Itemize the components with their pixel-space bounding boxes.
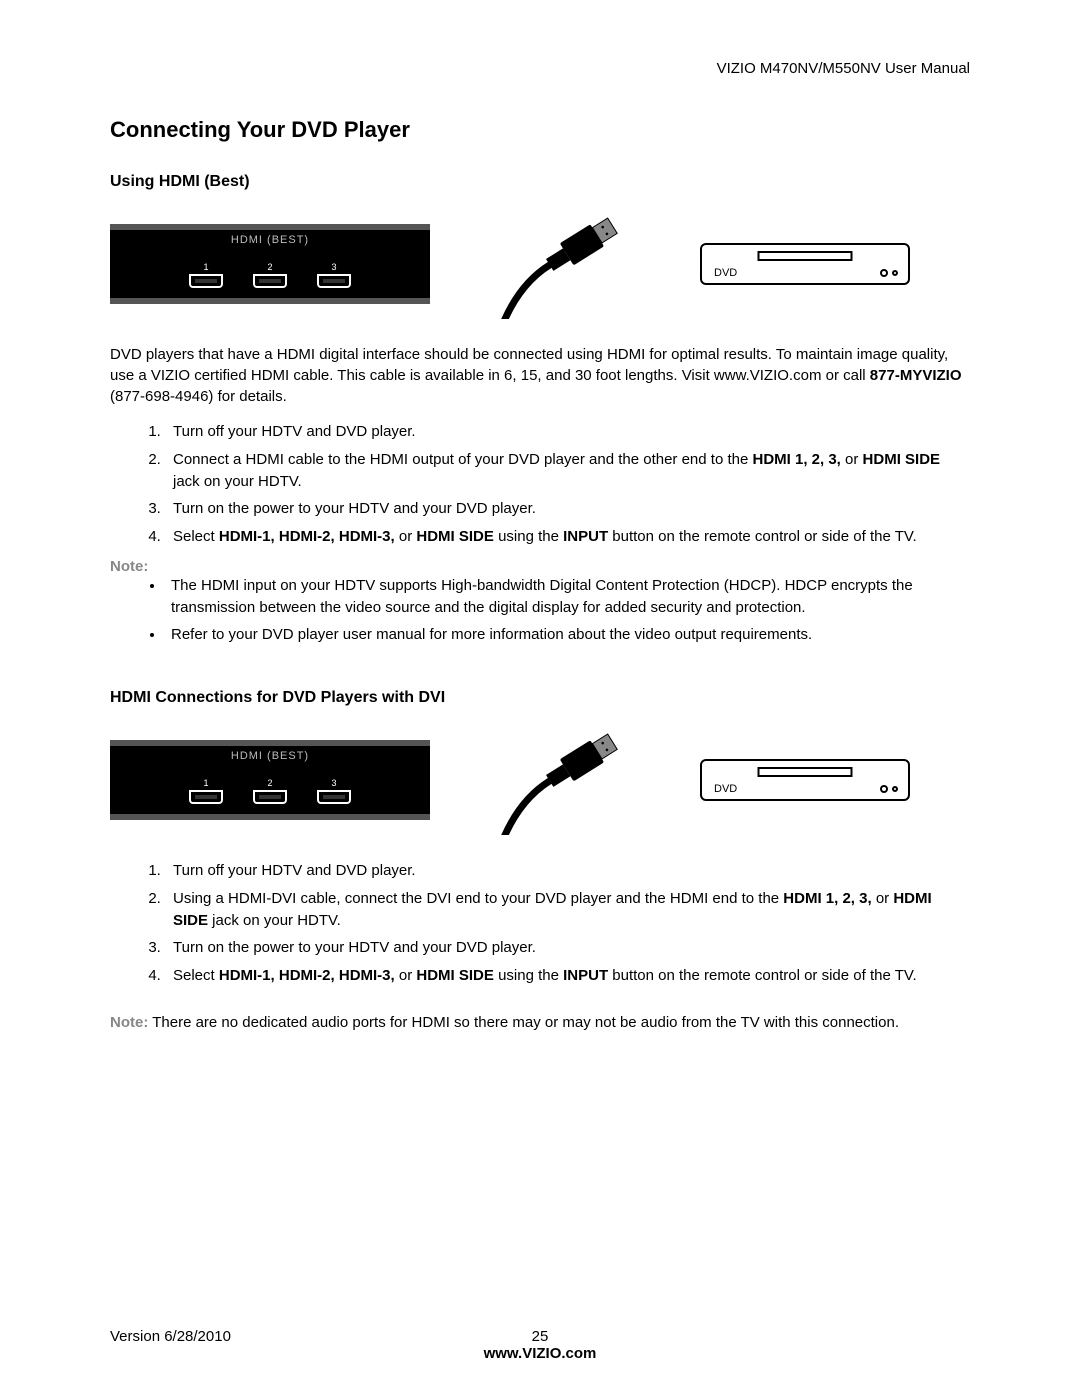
footer-page-number: 25 — [397, 1328, 684, 1345]
dvd-buttons-icon — [880, 269, 898, 277]
dvd-label-2: DVD — [714, 783, 737, 795]
page-footer: Version 6/28/2010 25 www.VIZIO.com — [110, 1328, 970, 1362]
section1-intro: DVD players that have a HDMI digital int… — [110, 344, 970, 407]
hdmi-panel-diagram: HDMI (BEST) 1 2 3 — [110, 224, 430, 304]
section1-note2: Refer to your DVD player user manual for… — [165, 624, 970, 646]
section1-step2: Connect a HDMI cable to the HDMI output … — [165, 449, 970, 493]
dvd-tray-icon — [758, 251, 853, 261]
hdmi-panel-label: HDMI (BEST) — [110, 234, 430, 246]
section2-step1: Turn off your HDTV and DVD player. — [165, 860, 970, 882]
section2-step3: Turn on the power to your HDTV and your … — [165, 937, 970, 959]
dvd-label: DVD — [714, 267, 737, 279]
manual-header: VIZIO M470NV/M550NV User Manual — [110, 60, 970, 77]
section1-step1: Turn off your HDTV and DVD player. — [165, 421, 970, 443]
hdmi-port-2: 2 — [253, 262, 287, 288]
section2-note: Note: There are no dedicated audio ports… — [110, 1012, 970, 1033]
hdmi-port-3: 3 — [317, 262, 351, 288]
section1-note-label: Note: — [110, 558, 970, 575]
hdmi-cable-icon — [450, 209, 660, 319]
footer-version: Version 6/28/2010 — [110, 1328, 397, 1345]
section2-heading: HDMI Connections for DVD Players with DV… — [110, 689, 970, 707]
dvd-player-diagram-2: DVD — [700, 759, 910, 801]
dvd-tray-icon-2 — [758, 767, 853, 777]
hdmi-panel-diagram-2: HDMI (BEST) 1 2 3 — [110, 740, 430, 820]
section2-step4: Select HDMI-1, HDMI-2, HDMI-3, or HDMI S… — [165, 965, 970, 987]
hdmi-port-1b: 1 — [189, 778, 223, 804]
section1-steps: Turn off your HDTV and DVD player. Conne… — [165, 421, 970, 548]
section1-step4: Select HDMI-1, HDMI-2, HDMI-3, or HDMI S… — [165, 526, 970, 548]
section1-figure: HDMI (BEST) 1 2 3 DVD — [110, 209, 970, 319]
section2-figure: HDMI (BEST) 1 2 3 DVD — [110, 725, 970, 835]
hdmi-port-1: 1 — [189, 262, 223, 288]
dvd-player-diagram: DVD — [700, 243, 910, 285]
section1-heading: Using HDMI (Best) — [110, 173, 970, 191]
section2-step2: Using a HDMI-DVI cable, connect the DVI … — [165, 888, 970, 932]
hdmi-port-3b: 3 — [317, 778, 351, 804]
hdmi-panel-label-2: HDMI (BEST) — [110, 750, 430, 762]
section1-note1: The HDMI input on your HDTV supports Hig… — [165, 575, 970, 619]
hdmi-port-2b: 2 — [253, 778, 287, 804]
footer-url: www.VIZIO.com — [110, 1345, 970, 1362]
section2-steps: Turn off your HDTV and DVD player. Using… — [165, 860, 970, 987]
hdmi-cable-icon-2 — [450, 725, 660, 835]
section1-notes: The HDMI input on your HDTV supports Hig… — [165, 575, 970, 646]
page-title: Connecting Your DVD Player — [110, 117, 970, 143]
section1-step3: Turn on the power to your HDTV and your … — [165, 498, 970, 520]
dvd-buttons-icon-2 — [880, 785, 898, 793]
